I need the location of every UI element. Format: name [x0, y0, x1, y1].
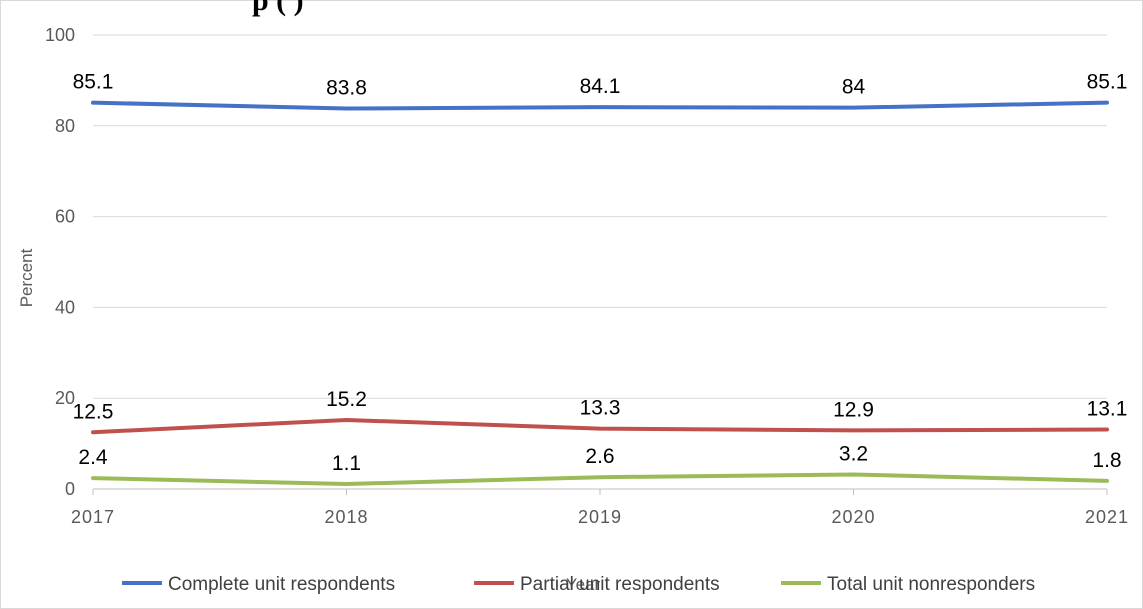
data-label: 85.1 [1087, 71, 1128, 94]
data-label: 84.1 [580, 75, 621, 98]
legend-label-2: Total unit nonresponders [827, 574, 1035, 595]
x-tick-label: 2018 [324, 507, 368, 527]
x-axis-title: Year [566, 575, 601, 594]
data-label: 13.1 [1087, 398, 1128, 421]
data-label: 13.3 [580, 397, 621, 420]
data-label: 1.1 [332, 452, 361, 475]
data-label: 2.4 [78, 446, 108, 469]
chart-title-fragment: p ( ) [252, 0, 304, 17]
legend-label-0: Complete unit respondents [168, 574, 395, 595]
legend: Complete unit respondents Partial unit re… [122, 574, 1035, 595]
y-tick-label: 40 [55, 297, 75, 317]
series-line-1 [91, 417, 1109, 435]
data-label: 3.2 [839, 442, 868, 465]
y-tick-label: 100 [45, 25, 75, 45]
data-label: 85.1 [73, 71, 114, 94]
data-label: 15.2 [326, 388, 367, 411]
series-line-0 [91, 100, 1109, 111]
y-axis-title: Percent [17, 248, 36, 307]
series-lines [91, 100, 1109, 487]
data-label: 84 [842, 76, 866, 99]
y-tick-label: 60 [55, 207, 75, 227]
y-tick-label: 20 [55, 388, 75, 408]
data-label: 2.6 [585, 445, 614, 468]
x-tick-label: 2020 [831, 507, 875, 527]
y-tick-labels: 0 20 40 60 80 100 [45, 25, 75, 499]
data-label: 1.8 [1092, 449, 1121, 472]
x-tick-label: 2021 [1085, 507, 1129, 527]
x-tick-labels: 2017 2018 2019 2020 2021 [71, 489, 1129, 527]
data-label: 12.5 [73, 400, 114, 423]
series-line-2 [91, 472, 1109, 487]
grid [93, 34, 1107, 490]
data-labels: 85.1 83.8 84.1 84 85.1 12.5 15.2 13.3 12.9 13.1 2.… [73, 71, 1128, 475]
x-tick-label: 2019 [578, 507, 622, 527]
x-tick-label: 2017 [71, 507, 115, 527]
data-label: 83.8 [326, 77, 367, 100]
y-tick-label: 0 [65, 479, 75, 499]
legend-label-1: Partial unit respondents [520, 574, 720, 595]
data-label: 12.9 [833, 398, 874, 421]
y-tick-label: 80 [55, 116, 75, 136]
